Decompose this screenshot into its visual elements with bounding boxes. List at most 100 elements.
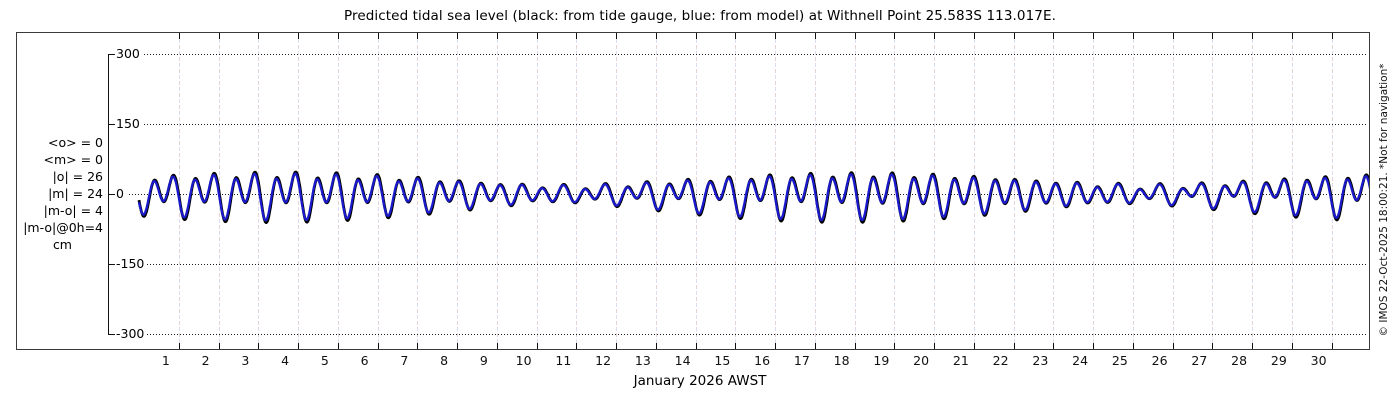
day-label: 30 [1310, 353, 1327, 368]
day-label: 6 [360, 353, 369, 368]
day-tick-bottom [378, 343, 379, 349]
day-label: 20 [913, 353, 930, 368]
day-tick-bottom [1133, 343, 1134, 349]
y-tick [108, 194, 114, 195]
x-axis-label: January 2026 AWST [633, 373, 767, 389]
day-gridline [1212, 33, 1213, 349]
day-label: 26 [1151, 353, 1168, 368]
day-tick-top [974, 33, 975, 39]
day-gridline [656, 33, 657, 349]
day-tick-bottom [1014, 343, 1015, 349]
day-tick-bottom [258, 343, 259, 349]
stats-line: <m> = 0 [43, 152, 104, 167]
day-tick-bottom [775, 343, 776, 349]
day-tick-bottom [537, 343, 538, 349]
h-gridline [108, 264, 1367, 265]
day-tick-top [855, 33, 856, 39]
day-label: 13 [634, 353, 651, 368]
day-tick-bottom [855, 343, 856, 349]
day-tick-top [894, 33, 895, 39]
day-tick-bottom [1212, 343, 1213, 349]
day-tick-top [1014, 33, 1015, 39]
day-tick-top [338, 33, 339, 39]
day-tick-top [616, 33, 617, 39]
y-tick [108, 124, 114, 125]
day-tick-top [934, 33, 935, 39]
stats-line: <o> = 0 [48, 135, 103, 150]
copyright-watermark: © IMOS 22-Oct-2025 18:00:21. *Not for na… [1378, 63, 1390, 337]
h-gridline [108, 54, 1367, 55]
day-gridline [576, 33, 577, 349]
day-gridline [1252, 33, 1253, 349]
day-label: 25 [1111, 353, 1128, 368]
day-tick-top [1332, 33, 1333, 39]
day-tick-top [656, 33, 657, 39]
stats-line: |o| = 26 [52, 169, 103, 184]
day-gridline [1292, 33, 1293, 349]
day-gridline [934, 33, 935, 349]
day-label: 11 [555, 353, 572, 368]
day-label: 7 [400, 353, 409, 368]
y-tick-label: 300 [115, 47, 143, 61]
h-gridline [108, 194, 1367, 195]
day-gridline [1332, 33, 1333, 349]
day-label: 24 [1072, 353, 1089, 368]
day-tick-bottom [497, 343, 498, 349]
day-gridline [616, 33, 617, 349]
day-gridline [974, 33, 975, 349]
day-tick-bottom [1292, 343, 1293, 349]
day-tick-bottom [1332, 343, 1333, 349]
plot-area: <o> = 0 <m> = 0 |o| = 26 |m| = 24 |m-o| = 4 |… [16, 32, 1370, 350]
day-tick-bottom [1173, 343, 1174, 349]
day-label: 18 [833, 353, 850, 368]
day-label: 4 [281, 353, 290, 368]
day-tick-top [417, 33, 418, 39]
day-gridline [457, 33, 458, 349]
h-gridline [108, 124, 1367, 125]
day-gridline [1014, 33, 1015, 349]
tide-curve-svg [137, 170, 1369, 225]
y-tick-label: 0 [115, 187, 127, 201]
day-tick-bottom [735, 343, 736, 349]
day-tick-top [457, 33, 458, 39]
day-label: 19 [873, 353, 890, 368]
day-tick-top [219, 33, 220, 39]
day-tick-top [696, 33, 697, 39]
day-tick-top [1093, 33, 1094, 39]
stats-unit: cm [52, 237, 72, 252]
day-label: 14 [674, 353, 691, 368]
day-gridline [1173, 33, 1174, 349]
day-gridline [696, 33, 697, 349]
h-gridline [108, 334, 1367, 335]
day-label: 22 [992, 353, 1009, 368]
y-tick [108, 264, 114, 265]
stats-line: |m-o|@0h=4 [23, 220, 103, 235]
day-tick-top [258, 33, 259, 39]
day-tick-top [576, 33, 577, 39]
day-label: 27 [1191, 353, 1208, 368]
day-label: 15 [714, 353, 731, 368]
day-gridline [537, 33, 538, 349]
day-tick-top [1133, 33, 1134, 39]
day-label: 21 [952, 353, 969, 368]
day-tick-top [1292, 33, 1293, 39]
day-tick-bottom [1093, 343, 1094, 349]
day-tick-top [735, 33, 736, 39]
day-label: 17 [793, 353, 810, 368]
day-gridline [298, 33, 299, 349]
day-tick-bottom [894, 343, 895, 349]
stats-line: |m-o| = 4 [43, 203, 103, 218]
day-label: 16 [754, 353, 771, 368]
day-tick-top [1173, 33, 1174, 39]
day-tick-bottom [219, 343, 220, 349]
day-gridline [417, 33, 418, 349]
day-tick-bottom [934, 343, 935, 349]
day-label: 8 [440, 353, 449, 368]
y-tick-label: -300 [115, 327, 148, 341]
day-tick-top [378, 33, 379, 39]
day-gridline [735, 33, 736, 349]
day-tick-top [298, 33, 299, 39]
day-tick-bottom [576, 343, 577, 349]
y-tick [108, 334, 114, 335]
